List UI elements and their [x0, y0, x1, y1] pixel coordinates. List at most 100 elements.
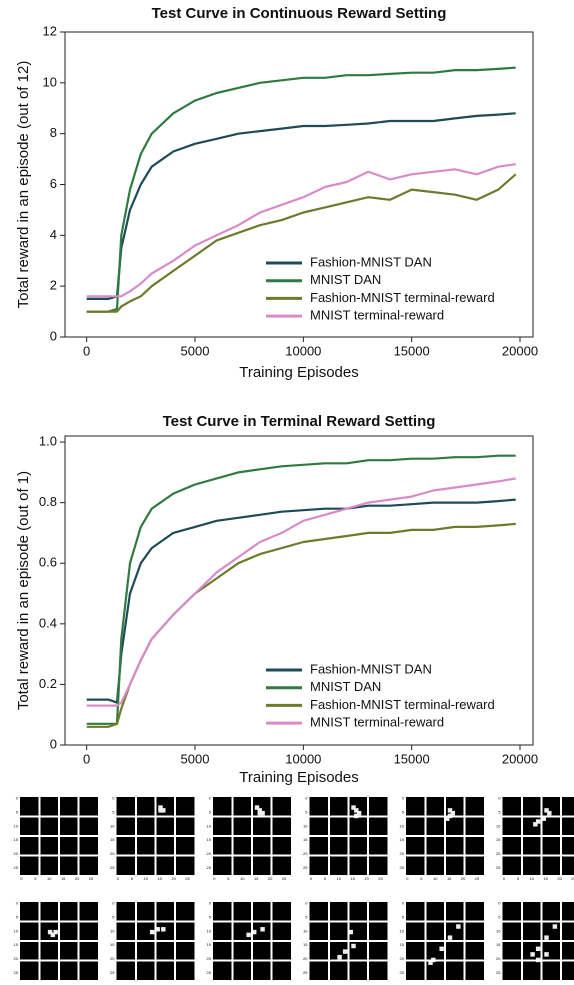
image-tick-label: 25 — [282, 876, 287, 881]
x-tick-label: 10000 — [285, 751, 321, 766]
glimpse-pixel — [337, 954, 342, 960]
image-tick-label: 10 — [496, 823, 501, 828]
y-tick-label: 0 — [50, 736, 57, 751]
image-tick-label: 5 — [112, 809, 115, 814]
image-tick-label: 5 — [209, 914, 212, 919]
glimpse-pixel — [149, 929, 155, 935]
image-tick-label: 15 — [157, 876, 162, 881]
glimpse-pixel — [257, 810, 263, 816]
series-line — [86, 477, 516, 707]
glimpse-pixel — [447, 808, 453, 813]
legend-label: MNIST terminal-reward — [310, 715, 444, 730]
image-tick-label: 5 — [402, 914, 405, 919]
glimpse-pixel — [439, 946, 444, 952]
image-tick-label: 20 — [75, 876, 80, 881]
image-tick-label: 20 — [207, 851, 212, 856]
series-line — [86, 498, 516, 704]
image-tick-label: 10 — [110, 823, 115, 828]
x-tick-label: 5000 — [181, 751, 210, 766]
image-tick-label: 10 — [433, 876, 438, 881]
series-line — [86, 163, 516, 298]
glimpse-pixel — [530, 952, 535, 957]
glimpse-pixel — [260, 810, 265, 816]
plot-frame — [64, 435, 534, 746]
image-tick-label: 5 — [34, 876, 37, 881]
image-tick-label: 25 — [14, 970, 19, 975]
image-tick-label: 20 — [400, 956, 405, 961]
y-tick-label: 4 — [50, 227, 57, 242]
image-tick-label: 10 — [240, 876, 245, 881]
image-tick-label: 25 — [400, 970, 405, 975]
x-tick-label: 20000 — [502, 751, 538, 766]
series-line — [86, 112, 516, 300]
glimpse-pixel — [351, 805, 356, 810]
image-tick-label: 0 — [209, 795, 212, 800]
glimpse-pixel — [450, 810, 456, 816]
image-tick-label: 0 — [498, 795, 501, 800]
image-tick-label: 0 — [402, 795, 405, 800]
image-tick-label: 15 — [254, 876, 259, 881]
glimpse-pixel — [158, 805, 163, 810]
image-tick-label: 15 — [496, 942, 501, 947]
image-tick-label: 10 — [530, 876, 535, 881]
glimpse-pixel — [257, 808, 263, 813]
glimpse-pixel — [535, 946, 541, 952]
x-axis-label: Training Episodes — [239, 769, 359, 786]
image-tick-label: 25 — [571, 876, 574, 881]
glimpse-pixel — [260, 927, 265, 932]
legend-label: Fashion-MNIST DAN — [310, 254, 432, 269]
image-tick-label: 20 — [364, 876, 369, 881]
y-tick-label: 0.8 — [39, 494, 57, 509]
glimpse-pixel — [246, 932, 251, 938]
glimpse-pixel — [535, 819, 541, 824]
y-tick-label: 0.4 — [39, 615, 57, 630]
image-tick-label: 25 — [475, 876, 480, 881]
image-tick-label: 25 — [303, 865, 308, 870]
legend-label: MNIST DAN — [310, 679, 381, 694]
image-tick-label: 5 — [402, 809, 405, 814]
y-axis-label: Total reward in an episode (out of 1) — [15, 471, 32, 710]
image-tick-label: 20 — [207, 956, 212, 961]
image-tick-label: 25 — [89, 876, 94, 881]
image-tick-label: 5 — [16, 809, 19, 814]
image-tick-label: 15 — [110, 942, 115, 947]
image-tick-label: 20 — [400, 851, 405, 856]
image-tick-label: 25 — [496, 970, 501, 975]
image-tick-label: 10 — [303, 928, 308, 933]
x-tick-label: 5000 — [181, 343, 210, 358]
image-tick-label: 20 — [110, 851, 115, 856]
image-tick-label: 0 — [305, 900, 308, 905]
image-tick-label: 10 — [14, 928, 19, 933]
image-tick-label: 5 — [16, 914, 19, 919]
image-tick-label: 25 — [110, 865, 115, 870]
image-tick-label: 25 — [496, 865, 501, 870]
y-tick-label: 10 — [43, 74, 57, 89]
glimpse-pixel — [342, 949, 348, 954]
image-tick-label: 15 — [207, 942, 212, 947]
image-tick-label: 20 — [557, 876, 562, 881]
glimpse-pixel — [456, 924, 461, 929]
series-line — [86, 66, 516, 313]
image-tick-label: 10 — [47, 876, 52, 881]
image-tick-label: 15 — [14, 837, 19, 842]
image-tick-label: 25 — [14, 865, 19, 870]
image-tick-label: 20 — [496, 851, 501, 856]
glimpse-pixel — [533, 822, 538, 827]
glimpse-pixel — [445, 816, 450, 821]
image-tick-label: 25 — [378, 876, 383, 881]
image-tick-label: 10 — [400, 823, 405, 828]
image-tick-label: 5 — [517, 876, 520, 881]
image-tick-label: 15 — [207, 837, 212, 842]
glimpse-pixel — [544, 952, 549, 957]
image-tick-label: 10 — [496, 928, 501, 933]
image-tick-label: 20 — [110, 956, 115, 961]
glimpse-pixel — [161, 927, 166, 932]
image-tick-label: 15 — [14, 942, 19, 947]
series-line — [86, 454, 516, 725]
legend-label: Fashion-MNIST terminal-reward — [310, 290, 495, 305]
y-tick-label: 8 — [50, 125, 57, 140]
image-tick-label: 5 — [305, 809, 308, 814]
image-tick-label: 0 — [310, 876, 313, 881]
image-tick-label: 25 — [207, 865, 212, 870]
image-tick-label: 0 — [498, 900, 501, 905]
